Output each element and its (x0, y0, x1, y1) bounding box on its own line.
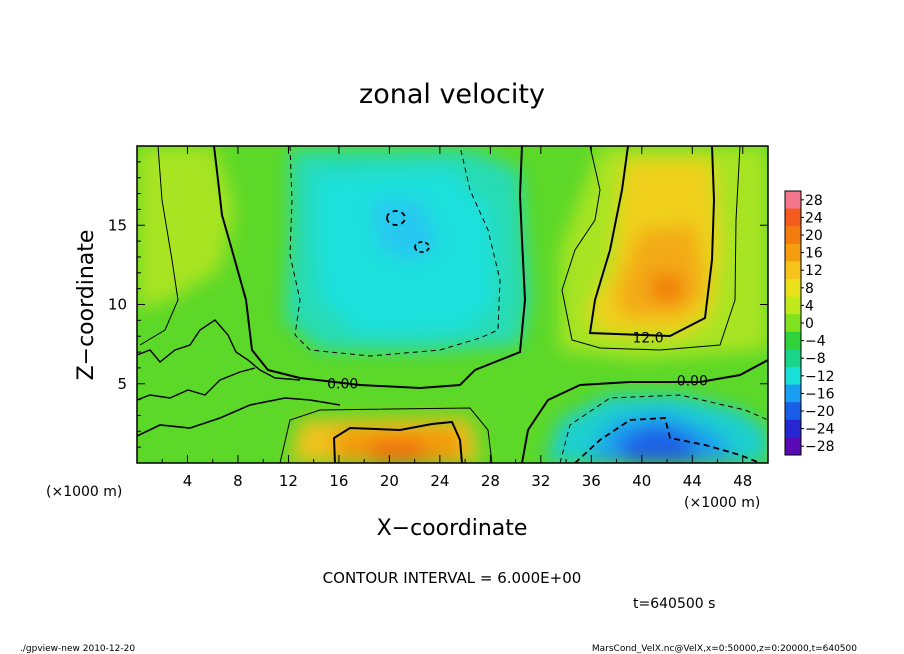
x-tick-label: 40 (632, 472, 651, 490)
y-tick-label: 15 (108, 216, 127, 234)
colorbar-label: −28 (805, 439, 835, 455)
x-tick-label: 44 (683, 472, 702, 490)
contour-label: 12.0 (633, 331, 664, 347)
contour-label: 0.00 (677, 373, 708, 389)
colorbar-label: 16 (805, 246, 823, 262)
contour-lines (137, 146, 768, 463)
footer-left: ./gpview-new 2010-12-20 (20, 644, 135, 654)
colorbar-swatch (785, 279, 801, 297)
colorbar-swatch (785, 419, 801, 438)
twelve-contour (588, 146, 716, 338)
colorbar-swatch (785, 261, 801, 280)
colorbar-label: −4 (805, 334, 826, 350)
colorbar-swatch (785, 296, 801, 315)
x-tick-label: 28 (481, 472, 500, 490)
colorbar-label: 0 (805, 316, 814, 332)
y-tick-label: 5 (117, 375, 127, 393)
time-text: t=640500 s (633, 596, 715, 612)
velocity-field (137, 146, 768, 463)
colorbar-label: −20 (805, 404, 835, 420)
colorbar-label: 28 (805, 193, 823, 209)
x-tick-label: 24 (430, 472, 449, 490)
x-tick-label: 20 (380, 472, 399, 490)
field-region-bottom-cold-max (620, 425, 700, 463)
colorbar-label: −12 (805, 369, 835, 385)
six-contour-bottom (279, 407, 493, 463)
colorbar-label: 12 (805, 263, 823, 279)
contour-label: 0.00 (327, 377, 358, 393)
colorbar-swatch (785, 437, 801, 456)
colorbar-swatch (785, 243, 801, 262)
colorbar-label: −8 (805, 351, 826, 367)
bottom-left-contour (137, 397, 341, 437)
neg-twelve-contour-bottom-right (574, 417, 761, 463)
colorbar-swatch (785, 331, 801, 350)
bottom-warm-contour (332, 420, 463, 463)
x-unit-label-right: (×1000 m) (684, 495, 760, 511)
x-unit-label-left: (×1000 m) (46, 484, 122, 500)
colorbar-label: −16 (805, 386, 835, 402)
y-tick-label: 10 (108, 296, 127, 314)
x-tick-label: 8 (233, 472, 243, 490)
x-axis: 4 8 12 16 20 24 28 32 36 40 44 48 (161, 146, 752, 490)
x-tick-label: 16 (329, 472, 348, 490)
colorbar-label: 4 (805, 298, 814, 314)
field-region-bottom-max (370, 438, 425, 463)
noisy-contour-left (137, 319, 301, 381)
y-axis: 5 10 15 (108, 161, 768, 448)
y-axis-label: Z−coordinate (74, 230, 99, 381)
colorbar-swatch (785, 208, 801, 227)
x-tick-label: 12 (279, 472, 298, 490)
plot-area: 0.00 12.0 0.00 (137, 146, 768, 463)
neg-six-contour-upper (289, 146, 501, 357)
field-region-light-blue (372, 200, 440, 262)
colorbar-label: −24 (805, 422, 835, 438)
zero-contour-left (213, 146, 527, 390)
six-contour-right (561, 146, 741, 351)
x-tick-label: 36 (582, 472, 601, 490)
colorbar-swatch (785, 384, 801, 403)
colorbar-swatch (785, 314, 801, 333)
colorbar-swatch (785, 226, 801, 245)
footer-right: MarsCond_VelX.nc@VelX,x=0:50000,z=0:2000… (592, 644, 857, 654)
x-tick-label: 4 (183, 472, 193, 490)
field-region-jet-max (648, 272, 685, 305)
colorbar-label: 20 (805, 228, 823, 244)
x-axis-label: X−coordinate (377, 516, 528, 541)
x-tick-label: 32 (531, 472, 550, 490)
contour-labels: 0.00 12.0 0.00 (327, 331, 708, 393)
colorbar-label: 8 (805, 281, 814, 297)
x-tick-label: 48 (733, 472, 752, 490)
chart-title: zonal velocity (359, 79, 545, 110)
colorbar-swatch (785, 367, 801, 385)
colorbar-label: 24 (805, 210, 823, 226)
neg-six-contour-bottom-right (559, 394, 768, 463)
contour-interval-text: CONTOUR INTERVAL = 6.000E+00 (323, 569, 582, 587)
colorbar-swatch (785, 402, 801, 421)
six-contour-left (139, 146, 179, 346)
noisy-contour-left-2 (137, 367, 256, 401)
zero-contour-right (521, 359, 768, 463)
colorbar-swatch (785, 191, 801, 209)
colorbar-swatch (785, 349, 801, 368)
